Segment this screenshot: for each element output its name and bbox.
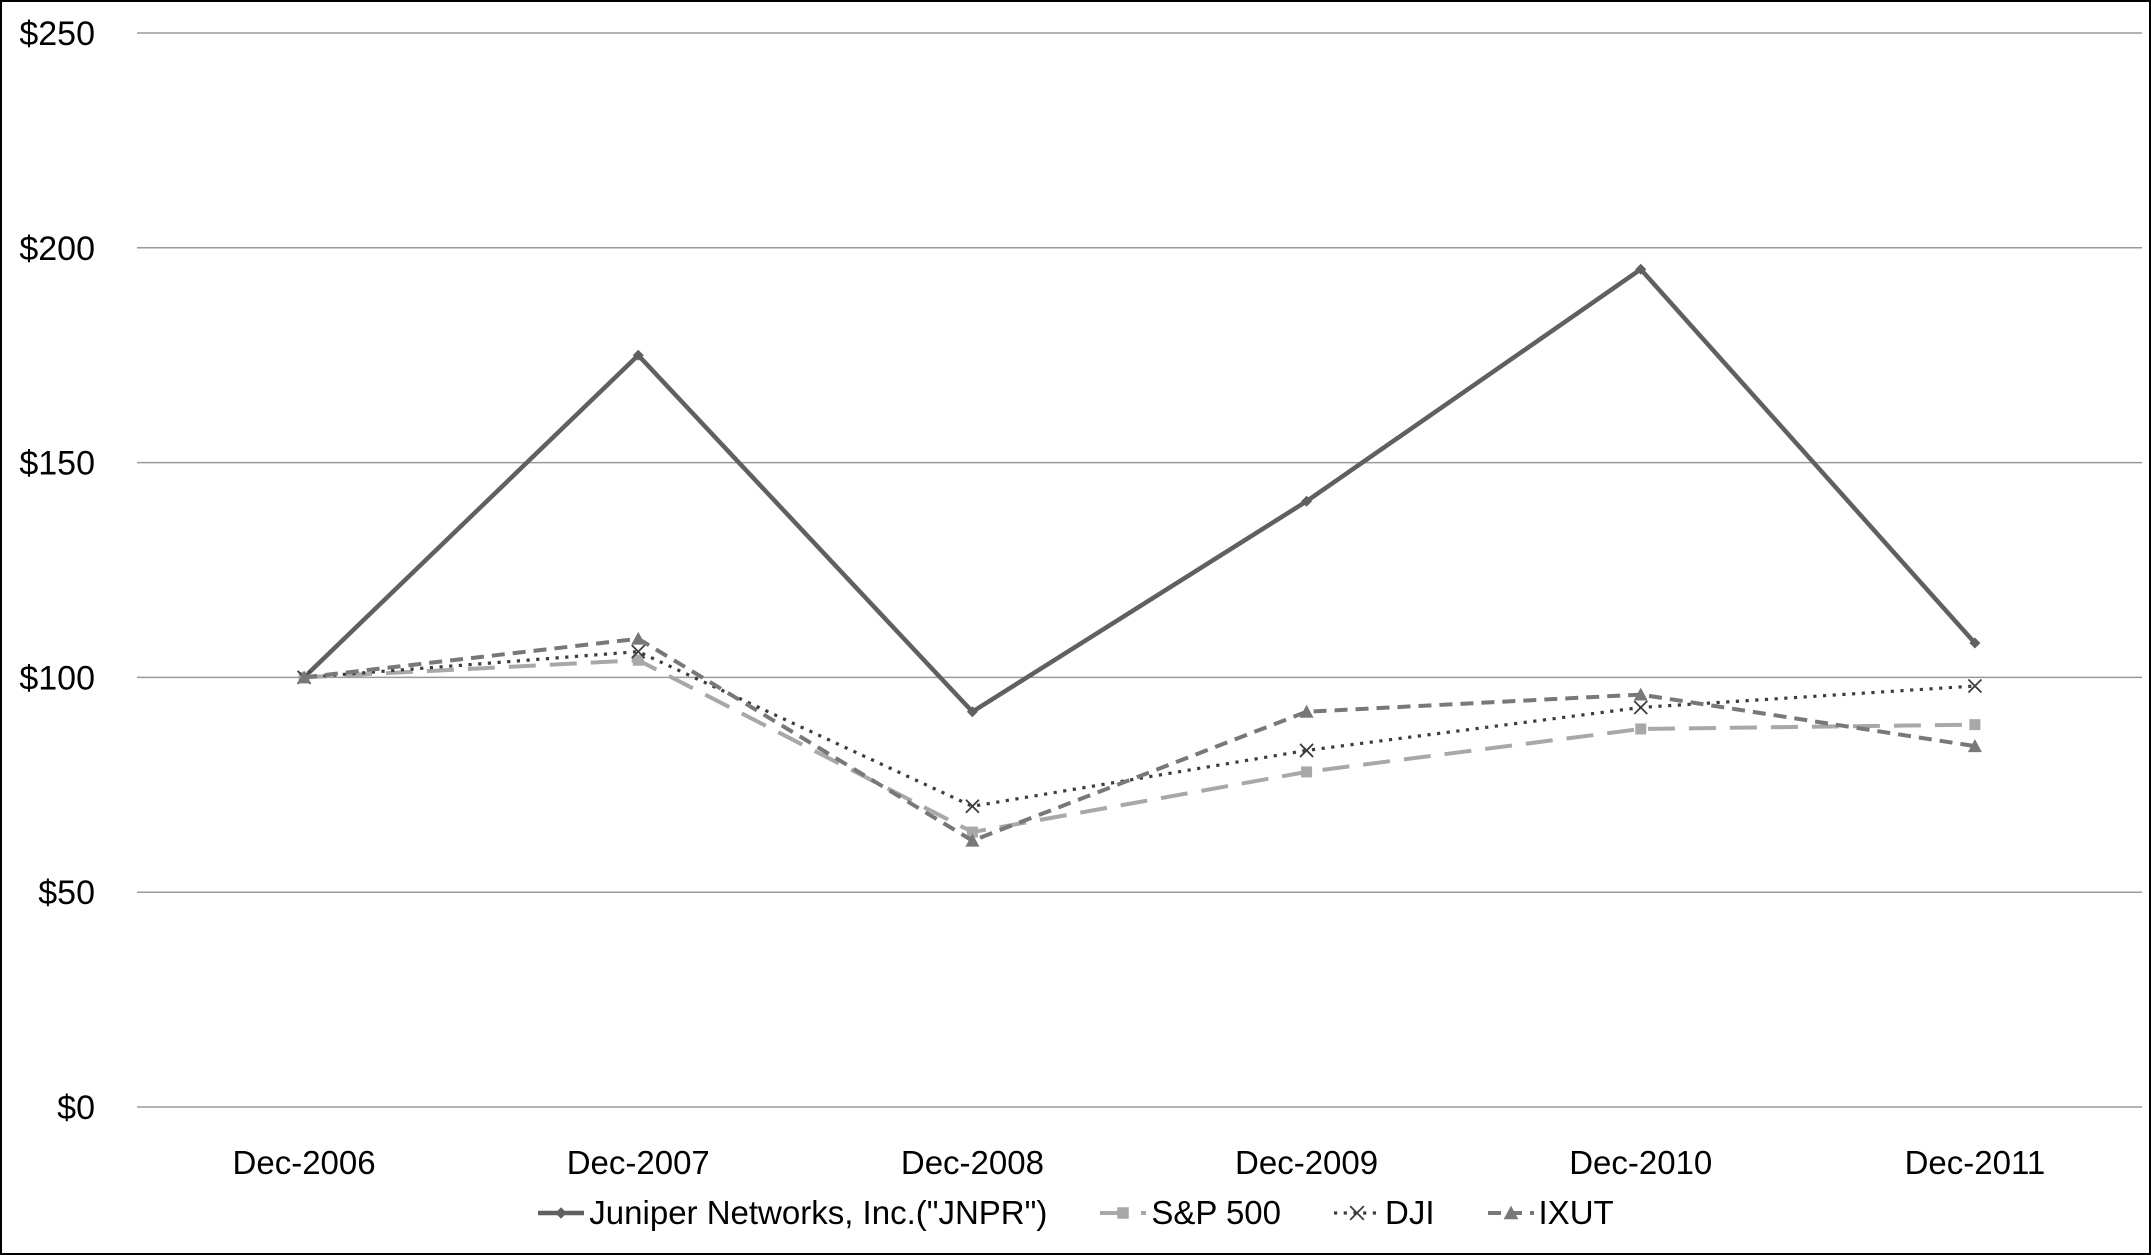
legend-label: S&P 500: [1151, 1194, 1282, 1231]
legend-label: DJI: [1385, 1194, 1435, 1231]
triangle-marker: [631, 631, 646, 645]
legend-item: S&P 500: [1099, 1194, 1281, 1232]
y-axis-label: $0: [57, 1089, 95, 1127]
triangle-marker: [1503, 1205, 1518, 1220]
x-marker: [965, 799, 980, 814]
legend-swatch-triangle: [1487, 1205, 1534, 1220]
y-axis-label: $150: [19, 445, 95, 483]
y-axis-label: $100: [19, 659, 95, 697]
x-marker: [1967, 678, 1983, 694]
chart-legend: Juniper Networks, Inc.("JNPR") S&P 500 DJI…: [2, 1194, 2149, 1232]
legend-swatch-x: [1334, 1205, 1381, 1221]
series-line: [302, 266, 1977, 715]
x-axis-label: Dec-2009: [1235, 1144, 1378, 1181]
series-line: [303, 658, 1975, 835]
square-marker: [1301, 766, 1313, 778]
legend-item: DJI: [1333, 1194, 1435, 1232]
triangle-marker: [1633, 687, 1648, 701]
triangle-marker: [965, 833, 980, 847]
legend-item: Juniper Networks, Inc.("JNPR"): [537, 1194, 1047, 1232]
x-marker: [1349, 1205, 1365, 1221]
x-marker: [631, 644, 646, 659]
x-marker: [1633, 700, 1648, 715]
diamond-marker: [1969, 637, 1981, 649]
x-axis-label: Dec-2007: [567, 1144, 710, 1181]
legend-label: IXUT: [1538, 1194, 1614, 1231]
square-marker: [1969, 719, 1981, 731]
diamond-marker: [966, 706, 978, 718]
x-axis-label: Dec-2006: [233, 1144, 376, 1181]
triangle-marker: [297, 670, 312, 684]
triangle-marker: [1299, 704, 1314, 718]
legend-swatch-square: [1100, 1207, 1147, 1219]
series-line: [303, 649, 1976, 808]
diamond-marker: [632, 349, 644, 361]
square-marker: [966, 826, 978, 838]
y-axis-label: $50: [38, 874, 95, 912]
legend-swatch-diamond: [538, 1207, 585, 1219]
square-marker: [1117, 1207, 1130, 1219]
y-axis-label: $250: [19, 15, 95, 53]
triangle-marker: [1967, 739, 1982, 753]
legend-label: Juniper Networks, Inc.("JNPR"): [589, 1194, 1048, 1231]
diamond-marker: [555, 1207, 568, 1219]
square-marker: [632, 654, 644, 666]
x-axis-label: Dec-2010: [1569, 1144, 1712, 1181]
diamond-marker: [1635, 263, 1647, 275]
x-axis-label: Dec-2011: [1905, 1144, 2046, 1181]
legend-item: IXUT: [1487, 1194, 1614, 1232]
x-axis-label: Dec-2008: [901, 1144, 1044, 1181]
square-marker: [1635, 723, 1647, 735]
x-marker: [1299, 743, 1314, 758]
series-line: [303, 636, 1976, 843]
diamond-marker: [1301, 495, 1313, 507]
y-axis-label: $200: [19, 230, 95, 268]
